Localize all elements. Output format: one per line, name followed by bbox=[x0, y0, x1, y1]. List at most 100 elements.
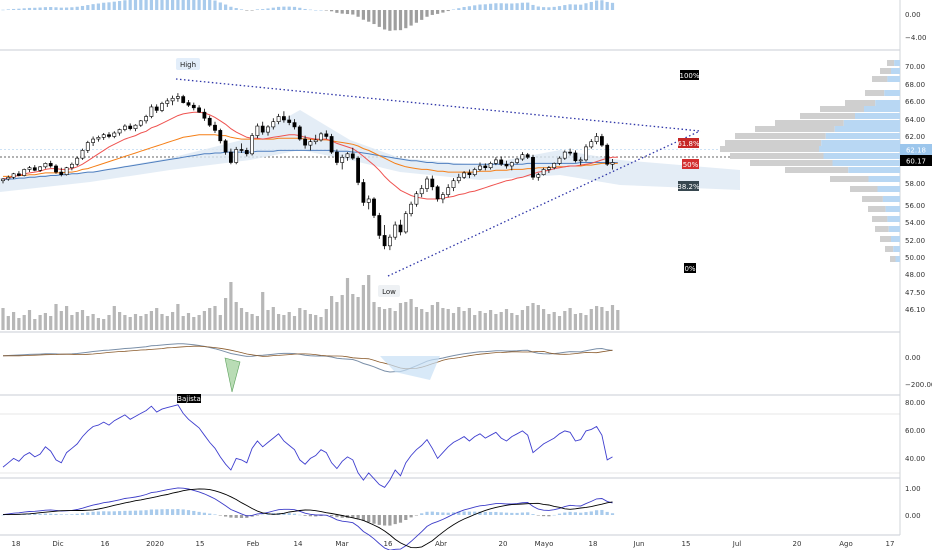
profile-bar-blue bbox=[821, 140, 900, 146]
candle-body bbox=[160, 103, 164, 111]
volume-bar bbox=[160, 314, 164, 330]
oscillator-dip bbox=[224, 357, 241, 393]
volume-bar bbox=[282, 315, 286, 330]
top-histogram-bar bbox=[27, 7, 32, 10]
candle-body bbox=[149, 106, 154, 117]
macd-histogram-bar bbox=[213, 514, 217, 515]
volume-bar bbox=[91, 314, 95, 330]
volume-bar bbox=[218, 315, 222, 330]
top-histogram-bar bbox=[181, 0, 185, 11]
price-tick-label: 47.50 bbox=[905, 289, 925, 297]
macd-histogram-bar bbox=[356, 515, 360, 519]
top-histogram-bar bbox=[96, 3, 100, 10]
profile-bar-gray bbox=[885, 246, 894, 252]
volume-bar bbox=[192, 317, 196, 330]
low-label: Low bbox=[382, 288, 396, 296]
macd-histogram-bar bbox=[462, 511, 466, 515]
macd-histogram-bar bbox=[563, 512, 567, 515]
volume-bar bbox=[245, 312, 249, 330]
top-histogram-bar bbox=[319, 10, 323, 11]
x-tick-label: 14 bbox=[294, 540, 303, 548]
candle-body bbox=[303, 138, 308, 146]
candle-body bbox=[260, 125, 265, 133]
candle-body bbox=[186, 102, 191, 106]
axis-labels: 18 Dic 16 2020 15 Feb 14 Mar 16 Abr 20 Mayo 18 Jun 15 J… bbox=[12, 11, 932, 548]
candle-body bbox=[488, 163, 493, 169]
volume-bar bbox=[22, 315, 26, 330]
ema-red-line bbox=[2, 111, 618, 200]
macd-histogram-bar bbox=[245, 515, 249, 518]
volume-bar bbox=[149, 311, 153, 330]
macd-histogram-bar bbox=[494, 511, 498, 515]
profile-bar-gray bbox=[785, 167, 849, 173]
profile-bar-gray bbox=[862, 196, 883, 202]
top-histogram-bar bbox=[43, 7, 47, 10]
macd-histogram-bar bbox=[176, 509, 180, 515]
top-histogram-bar bbox=[568, 4, 572, 10]
top-histogram-bar bbox=[102, 2, 106, 10]
volume-bar bbox=[430, 305, 434, 330]
fib-0-label: 0% bbox=[684, 263, 696, 273]
profile-bar-blue bbox=[884, 90, 900, 96]
oscillator-line bbox=[2, 343, 613, 373]
volume-bar bbox=[75, 312, 79, 330]
candle-body bbox=[334, 151, 339, 163]
profile-bar-blue bbox=[868, 176, 900, 182]
candle-body bbox=[430, 178, 435, 188]
candle-body bbox=[276, 116, 281, 123]
candle-body bbox=[123, 125, 127, 130]
volume-bar bbox=[605, 311, 609, 330]
macd-histogram-bar bbox=[515, 512, 519, 515]
macd-histogram-bar bbox=[292, 513, 297, 515]
candle-body bbox=[229, 151, 233, 163]
macd-histogram-bar bbox=[489, 511, 493, 515]
volume-bar bbox=[383, 309, 387, 330]
volume-bar bbox=[107, 315, 111, 330]
rsi-line bbox=[2, 404, 613, 488]
profile-bar-gray bbox=[850, 186, 878, 192]
svg-text:60.17: 60.17 bbox=[906, 158, 926, 166]
macd-histogram-bar bbox=[398, 515, 403, 523]
macd-histogram-bar bbox=[133, 510, 138, 515]
volume-bar bbox=[436, 302, 440, 330]
top-histogram-bar bbox=[234, 8, 238, 10]
candle-body bbox=[568, 151, 573, 154]
volume-bar bbox=[314, 315, 318, 330]
top-histogram-bar bbox=[504, 3, 509, 10]
candle-body bbox=[107, 134, 111, 137]
macd-histogram-bar bbox=[436, 512, 440, 515]
top-histogram-bar bbox=[229, 6, 233, 10]
candle-body bbox=[531, 156, 535, 178]
macd-histogram-bar bbox=[536, 515, 540, 516]
macd-histogram-bar bbox=[160, 509, 164, 515]
top-histogram-bar bbox=[383, 10, 387, 30]
macd-histogram-bar bbox=[49, 513, 53, 515]
macd-histogram-bar bbox=[547, 515, 551, 517]
x-tick-label: 17 bbox=[886, 540, 895, 548]
top-histogram-bar bbox=[531, 4, 535, 10]
price-tick-label: 50.00 bbox=[905, 254, 925, 262]
candle-body bbox=[409, 203, 414, 215]
svg-text:61.8%: 61.8% bbox=[677, 140, 700, 148]
candle-body bbox=[493, 159, 498, 164]
top-histogram-bar bbox=[489, 3, 493, 10]
candle-body bbox=[85, 142, 90, 151]
top-histogram-bar bbox=[467, 6, 471, 10]
candle-body bbox=[64, 167, 69, 175]
candle-body bbox=[112, 132, 117, 137]
macd-histogram-bar bbox=[229, 515, 233, 518]
volume-bar bbox=[340, 295, 344, 330]
volume-bar bbox=[446, 309, 450, 330]
candle-body bbox=[594, 136, 599, 142]
macd-histogram-bar bbox=[319, 515, 323, 517]
x-tick-label: 18 bbox=[589, 540, 598, 548]
top-histogram-bar bbox=[425, 10, 429, 17]
macd-histogram-bar bbox=[192, 510, 196, 515]
candle-body bbox=[573, 152, 578, 162]
macd-histogram-bar bbox=[1, 514, 5, 516]
profile-bar-blue bbox=[819, 146, 900, 152]
volume-bar bbox=[616, 310, 620, 330]
volume-bar bbox=[208, 308, 212, 330]
volume-bar bbox=[388, 308, 392, 330]
